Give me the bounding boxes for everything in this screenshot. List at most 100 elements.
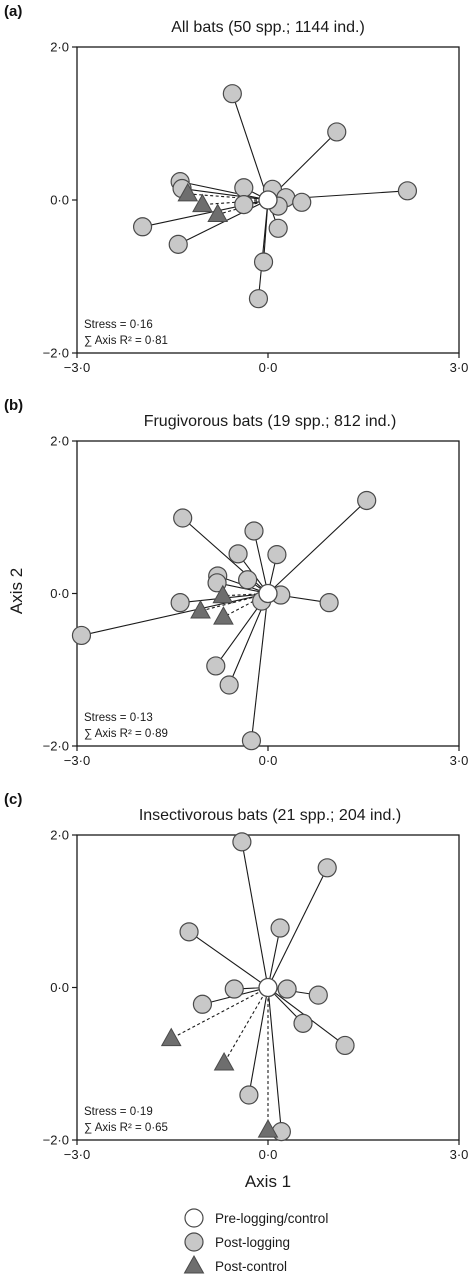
point-post-logging	[293, 1013, 313, 1033]
legend-label-post-control: Post-control	[215, 1259, 287, 1274]
connector-post-control	[170, 987, 269, 1040]
panel-title-c: Insectivorous bats (21 spp.; 204 ind.)	[139, 807, 401, 824]
point-post-control	[192, 193, 213, 213]
connector-post-logging	[177, 199, 269, 245]
point-post-logging	[238, 570, 258, 590]
legend-label-post-logging: Post-logging	[215, 1235, 290, 1250]
point-post-logging	[173, 508, 193, 528]
point-post-logging	[319, 593, 339, 613]
legend-marker-pre	[184, 1208, 204, 1228]
point-post-control	[212, 584, 234, 604]
point-post-logging	[170, 593, 190, 613]
x-tick-label-c: 0·0	[259, 1147, 278, 1162]
legend-marker-post-logging	[184, 1232, 204, 1252]
point-post-logging	[232, 832, 252, 852]
connector-post-logging	[180, 181, 269, 201]
point-post-logging	[179, 922, 199, 942]
point-pre-logging	[258, 190, 278, 210]
point-post-control	[257, 1119, 279, 1138]
stress-text-a: Stress = 0·16	[84, 319, 153, 331]
panel-title-a: All bats (50 spp.; 1144 ind.)	[171, 19, 365, 36]
point-post-logging	[317, 858, 337, 878]
point-post-logging	[248, 289, 269, 309]
x-tick-label-b: −3·0	[64, 753, 90, 768]
point-post-logging	[241, 731, 262, 751]
x-axis-label: Axis 1	[245, 1172, 291, 1191]
point-post-logging	[335, 1035, 355, 1056]
x-tick-label-a: −3·0	[64, 360, 90, 375]
point-post-logging	[292, 192, 312, 212]
point-post-logging	[224, 979, 244, 999]
connector-post-logging	[248, 987, 269, 1096]
connector-post-logging	[267, 500, 368, 594]
panel-label-c: (c)	[4, 791, 22, 808]
panel-label-a: (a)	[4, 3, 22, 20]
point-post-logging	[244, 521, 264, 541]
connector-post-logging	[231, 93, 269, 201]
x-tick-label-a: 3·0	[450, 360, 468, 375]
panel-c: (c) Insectivorous bats (21 spp.; 204 ind…	[4, 791, 401, 824]
point-post-logging	[234, 178, 254, 198]
point-post-logging	[168, 234, 188, 254]
legend-marker-post-control	[183, 1254, 205, 1274]
stress-text-b: Stress = 0·13	[84, 712, 153, 724]
x-tick-label-b: 3·0	[450, 753, 468, 768]
point-post-logging	[234, 194, 254, 215]
point-post-control	[177, 182, 199, 202]
point-post-control	[213, 606, 234, 625]
point-post-logging	[71, 625, 92, 646]
point-post-logging	[267, 545, 287, 565]
x-tick-label-a: 0·0	[259, 360, 278, 375]
connector-post-logging	[250, 593, 269, 741]
y-tick-label-b: 2·0	[50, 434, 69, 449]
point-post-logging	[192, 994, 213, 1014]
axis-r2-text-c: ∑ Axis R² = 0·65	[84, 1122, 168, 1134]
connector-post-logging	[267, 987, 282, 1132]
y-axis-label: Axis 2	[7, 568, 26, 614]
x-tick-label-b: 0·0	[259, 753, 278, 768]
legend-label-pre: Pre-logging/control	[215, 1211, 328, 1226]
axis-r2-text-a: ∑ Axis R² = 0·81	[84, 335, 168, 347]
connector-post-logging	[267, 867, 328, 988]
connector-post-logging	[257, 199, 269, 299]
plot-area-c: −3·0 0·0 3·0 2·0 0·0 −2·0 Stress = 0·19 ∑ Axis …	[43, 828, 468, 1163]
panel-b: (b) Frugivorous bats (19 spp.; 812 ind.)	[4, 397, 396, 430]
connector-post-logging	[188, 931, 269, 988]
point-post-logging	[239, 1085, 259, 1105]
plot-area-b: −3·0 0·0 3·0 2·0 0·0 −2·0 Stress = 0·13 ∑ Axis …	[43, 434, 468, 769]
point-post-logging	[253, 252, 274, 272]
point-post-logging	[397, 181, 418, 201]
y-tick-label-a: 0·0	[50, 193, 69, 208]
point-post-logging	[268, 218, 288, 238]
point-pre-logging	[258, 583, 278, 604]
connector-post-logging	[267, 927, 281, 988]
panel-title-b: Frugivorous bats (19 spp.; 812 ind.)	[144, 413, 397, 430]
point-post-logging	[327, 122, 347, 142]
point-post-control	[213, 1051, 235, 1071]
point-post-logging	[228, 544, 248, 564]
x-tick-label-c: −3·0	[64, 1147, 90, 1162]
point-post-logging	[271, 1122, 291, 1142]
point-post-logging	[222, 84, 242, 104]
point-post-logging	[277, 979, 297, 999]
axis-r2-text-b: ∑ Axis R² = 0·89	[84, 728, 168, 740]
connector-post-control	[187, 193, 269, 201]
point-post-logging	[270, 918, 290, 938]
plot-area-a: −3·0 0·0 3·0 2·0 0·0 −2·0 Stress = 0·16 ∑ Axis …	[43, 40, 468, 376]
point-post-logging	[357, 490, 377, 511]
y-tick-label-b: 0·0	[50, 586, 69, 601]
y-tick-label-c: 0·0	[50, 980, 69, 995]
panel-a: (a) All bats (50 spp.; 1144 ind.)	[4, 3, 365, 36]
panel-label-b: (b)	[4, 397, 23, 414]
y-tick-label-a: −2·0	[43, 346, 69, 361]
point-post-control	[207, 203, 229, 223]
stress-text-c: Stress = 0·19	[84, 1106, 153, 1118]
y-tick-label-a: 2·0	[50, 40, 69, 55]
point-pre-logging	[258, 977, 278, 998]
x-tick-label-c: 3·0	[450, 1147, 468, 1162]
y-tick-label-b: −2·0	[43, 739, 69, 754]
y-tick-label-c: −2·0	[43, 1133, 69, 1148]
y-tick-label-c: 2·0	[50, 828, 69, 843]
connector-post-control	[223, 987, 269, 1064]
connector-post-logging	[253, 530, 269, 594]
